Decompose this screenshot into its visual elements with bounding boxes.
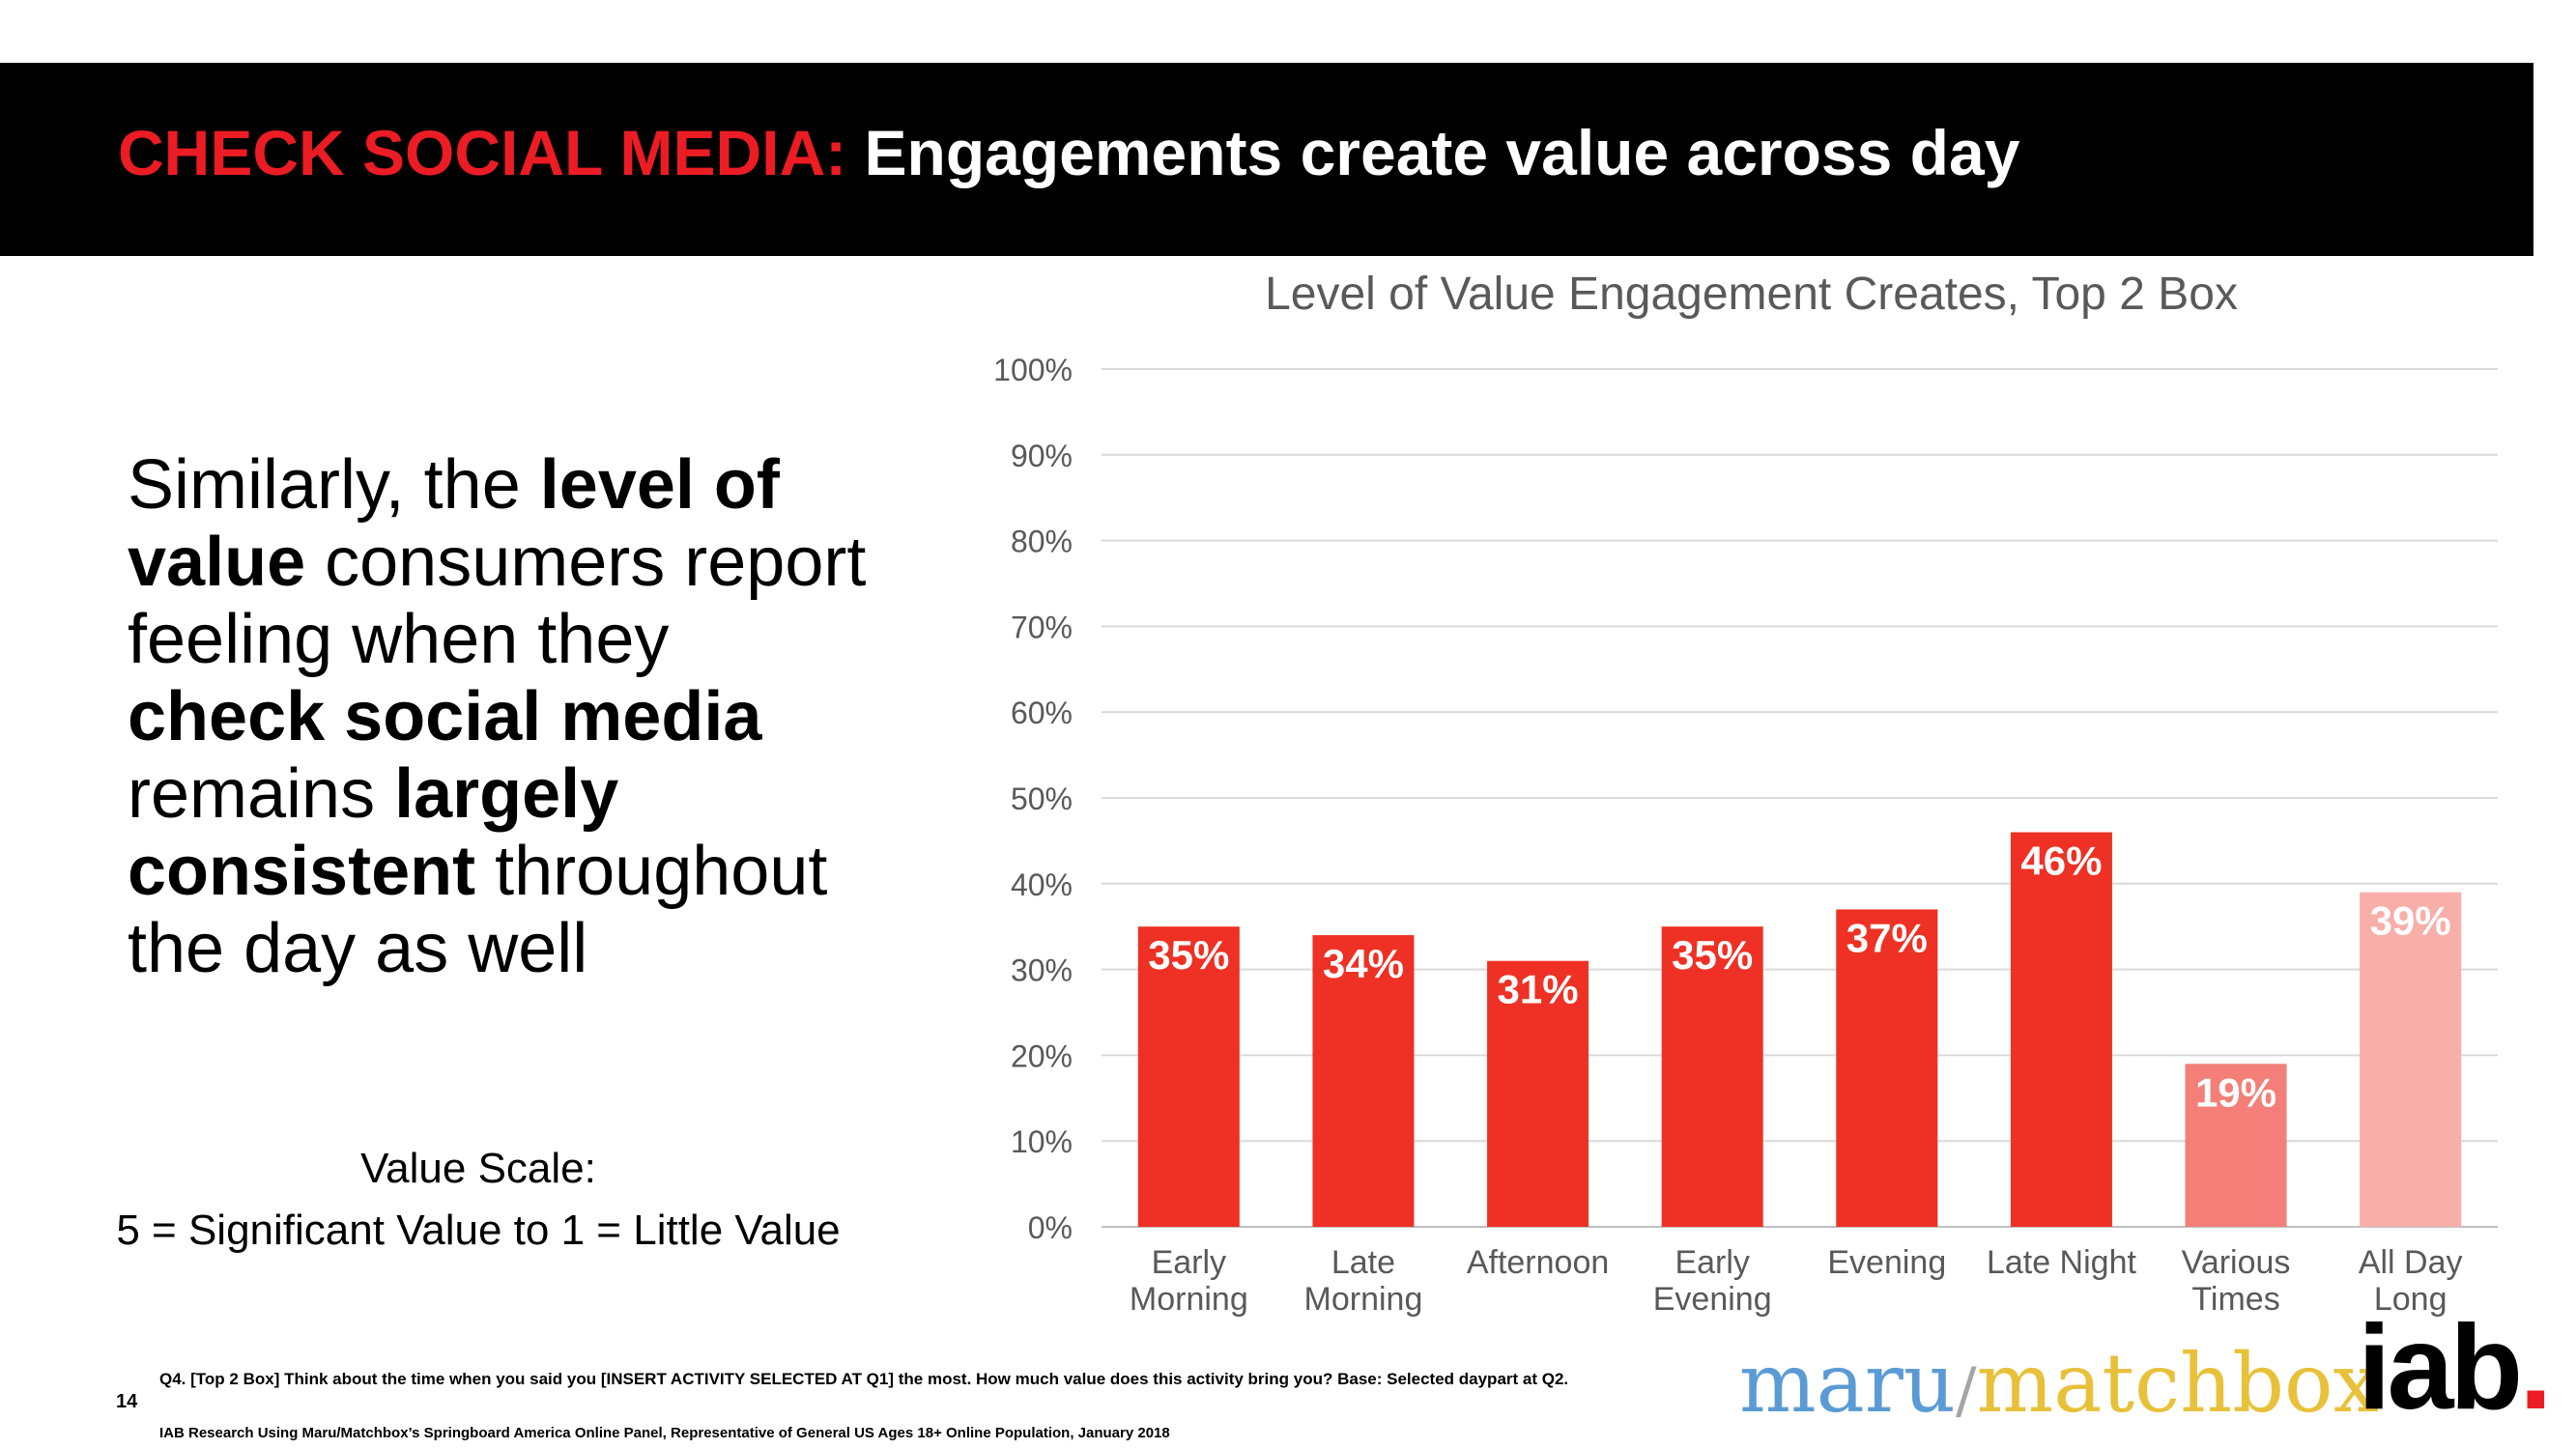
body-text-bold: check social media [128, 678, 762, 755]
data-label: 34% [1323, 941, 1404, 986]
x-tick-label: Evening [1827, 1244, 1946, 1281]
matchbox-logo-text: matchbox [1976, 1336, 2379, 1431]
bar-chart: Level of Value Engagement Creates, Top 2… [966, 261, 2512, 1323]
x-tick-label: Late Night [1987, 1244, 2137, 1281]
bar [2185, 1064, 2287, 1227]
x-tick-label: Morning [1304, 1281, 1423, 1318]
bar [1836, 909, 1938, 1227]
x-tick-label: Afternoon [1467, 1244, 1609, 1281]
body-text-bold: level of value [128, 446, 780, 601]
x-tick-label: Morning [1130, 1281, 1248, 1318]
y-tick-label: 10% [1011, 1124, 1073, 1159]
bar [2360, 892, 2462, 1227]
data-label: 39% [2370, 898, 2451, 944]
bar [1661, 926, 1763, 1227]
bar [1312, 935, 1415, 1227]
y-tick-label: 70% [1011, 610, 1073, 644]
maru-logo-text: maru [1739, 1336, 1956, 1431]
x-tick-label: Early [1674, 1244, 1749, 1281]
x-tick-label: Evening [1653, 1281, 1772, 1318]
y-tick-label: 60% [1011, 696, 1073, 730]
x-tick-label: Late [1331, 1244, 1395, 1281]
data-label: 46% [2020, 838, 2102, 884]
data-label: 35% [1672, 932, 1753, 978]
slide-title: CHECK SOCIAL MEDIA: Engagements create v… [118, 121, 2019, 185]
bar [1487, 960, 1589, 1227]
y-tick-label: 50% [1011, 781, 1073, 816]
data-label: 19% [2195, 1069, 2276, 1115]
chart-title: Level of Value Engagement Creates, Top 2… [1265, 269, 2238, 320]
y-tick-label: 80% [1011, 525, 1073, 559]
iab-logo-text: iab [2358, 1301, 2523, 1435]
y-tick-label: 40% [1011, 867, 1073, 902]
y-tick-label: 0% [1028, 1210, 1073, 1245]
y-tick-label: 30% [1011, 953, 1073, 988]
data-label: 37% [1846, 915, 1928, 960]
title-banner: CHECK SOCIAL MEDIA: Engagements create v… [0, 63, 2533, 256]
body-text-bold: largely consistent [128, 755, 619, 910]
slide-title-accent: CHECK SOCIAL MEDIA: [118, 117, 847, 188]
footnote-question: Q4. [Top 2 Box] Think about the time whe… [159, 1370, 1569, 1388]
body-text: Similarly, the level of value consumers … [128, 446, 881, 987]
bar-chart-svg: Level of Value Engagement Creates, Top 2… [993, 269, 2498, 1318]
x-tick-label: Times [2191, 1281, 2279, 1318]
iab-logo-dot: . [2519, 1301, 2553, 1435]
value-scale: Value Scale: 5 = Significant Value to 1 … [58, 1138, 899, 1262]
body-text-part: Similarly, the [128, 446, 540, 524]
data-label: 35% [1148, 932, 1229, 978]
x-tick-label: Long [2374, 1281, 2447, 1318]
data-label: 31% [1498, 967, 1579, 1012]
y-tick-label: 100% [993, 353, 1073, 387]
bar [1137, 926, 1240, 1227]
maru-matchbox-logo: maru/matchbox [1739, 1335, 2379, 1439]
logo-slash: / [1956, 1355, 1977, 1427]
slide-title-main: Engagements create value across day [864, 117, 2020, 188]
x-tick-label: All Day [2359, 1244, 2463, 1281]
body-text-part: consumers report feeling when they [128, 524, 867, 678]
x-tick-label: Various [2182, 1244, 2291, 1281]
y-tick-label: 90% [1011, 439, 1073, 473]
value-scale-heading: Value Scale: [360, 1145, 596, 1192]
iab-logo: iab. [2358, 1308, 2553, 1428]
body-text-part: throughout the day as well [128, 833, 828, 987]
footnote-source: IAB Research Using Maru/Matchbox’s Sprin… [159, 1425, 1170, 1441]
page-number: 14 [116, 1391, 138, 1412]
x-tick-label: Early [1152, 1244, 1226, 1281]
body-text-part: remains [128, 755, 395, 833]
bar [2010, 832, 2112, 1227]
value-scale-definition: 5 = Significant Value to 1 = Little Valu… [116, 1207, 841, 1254]
y-tick-label: 20% [1011, 1038, 1073, 1073]
